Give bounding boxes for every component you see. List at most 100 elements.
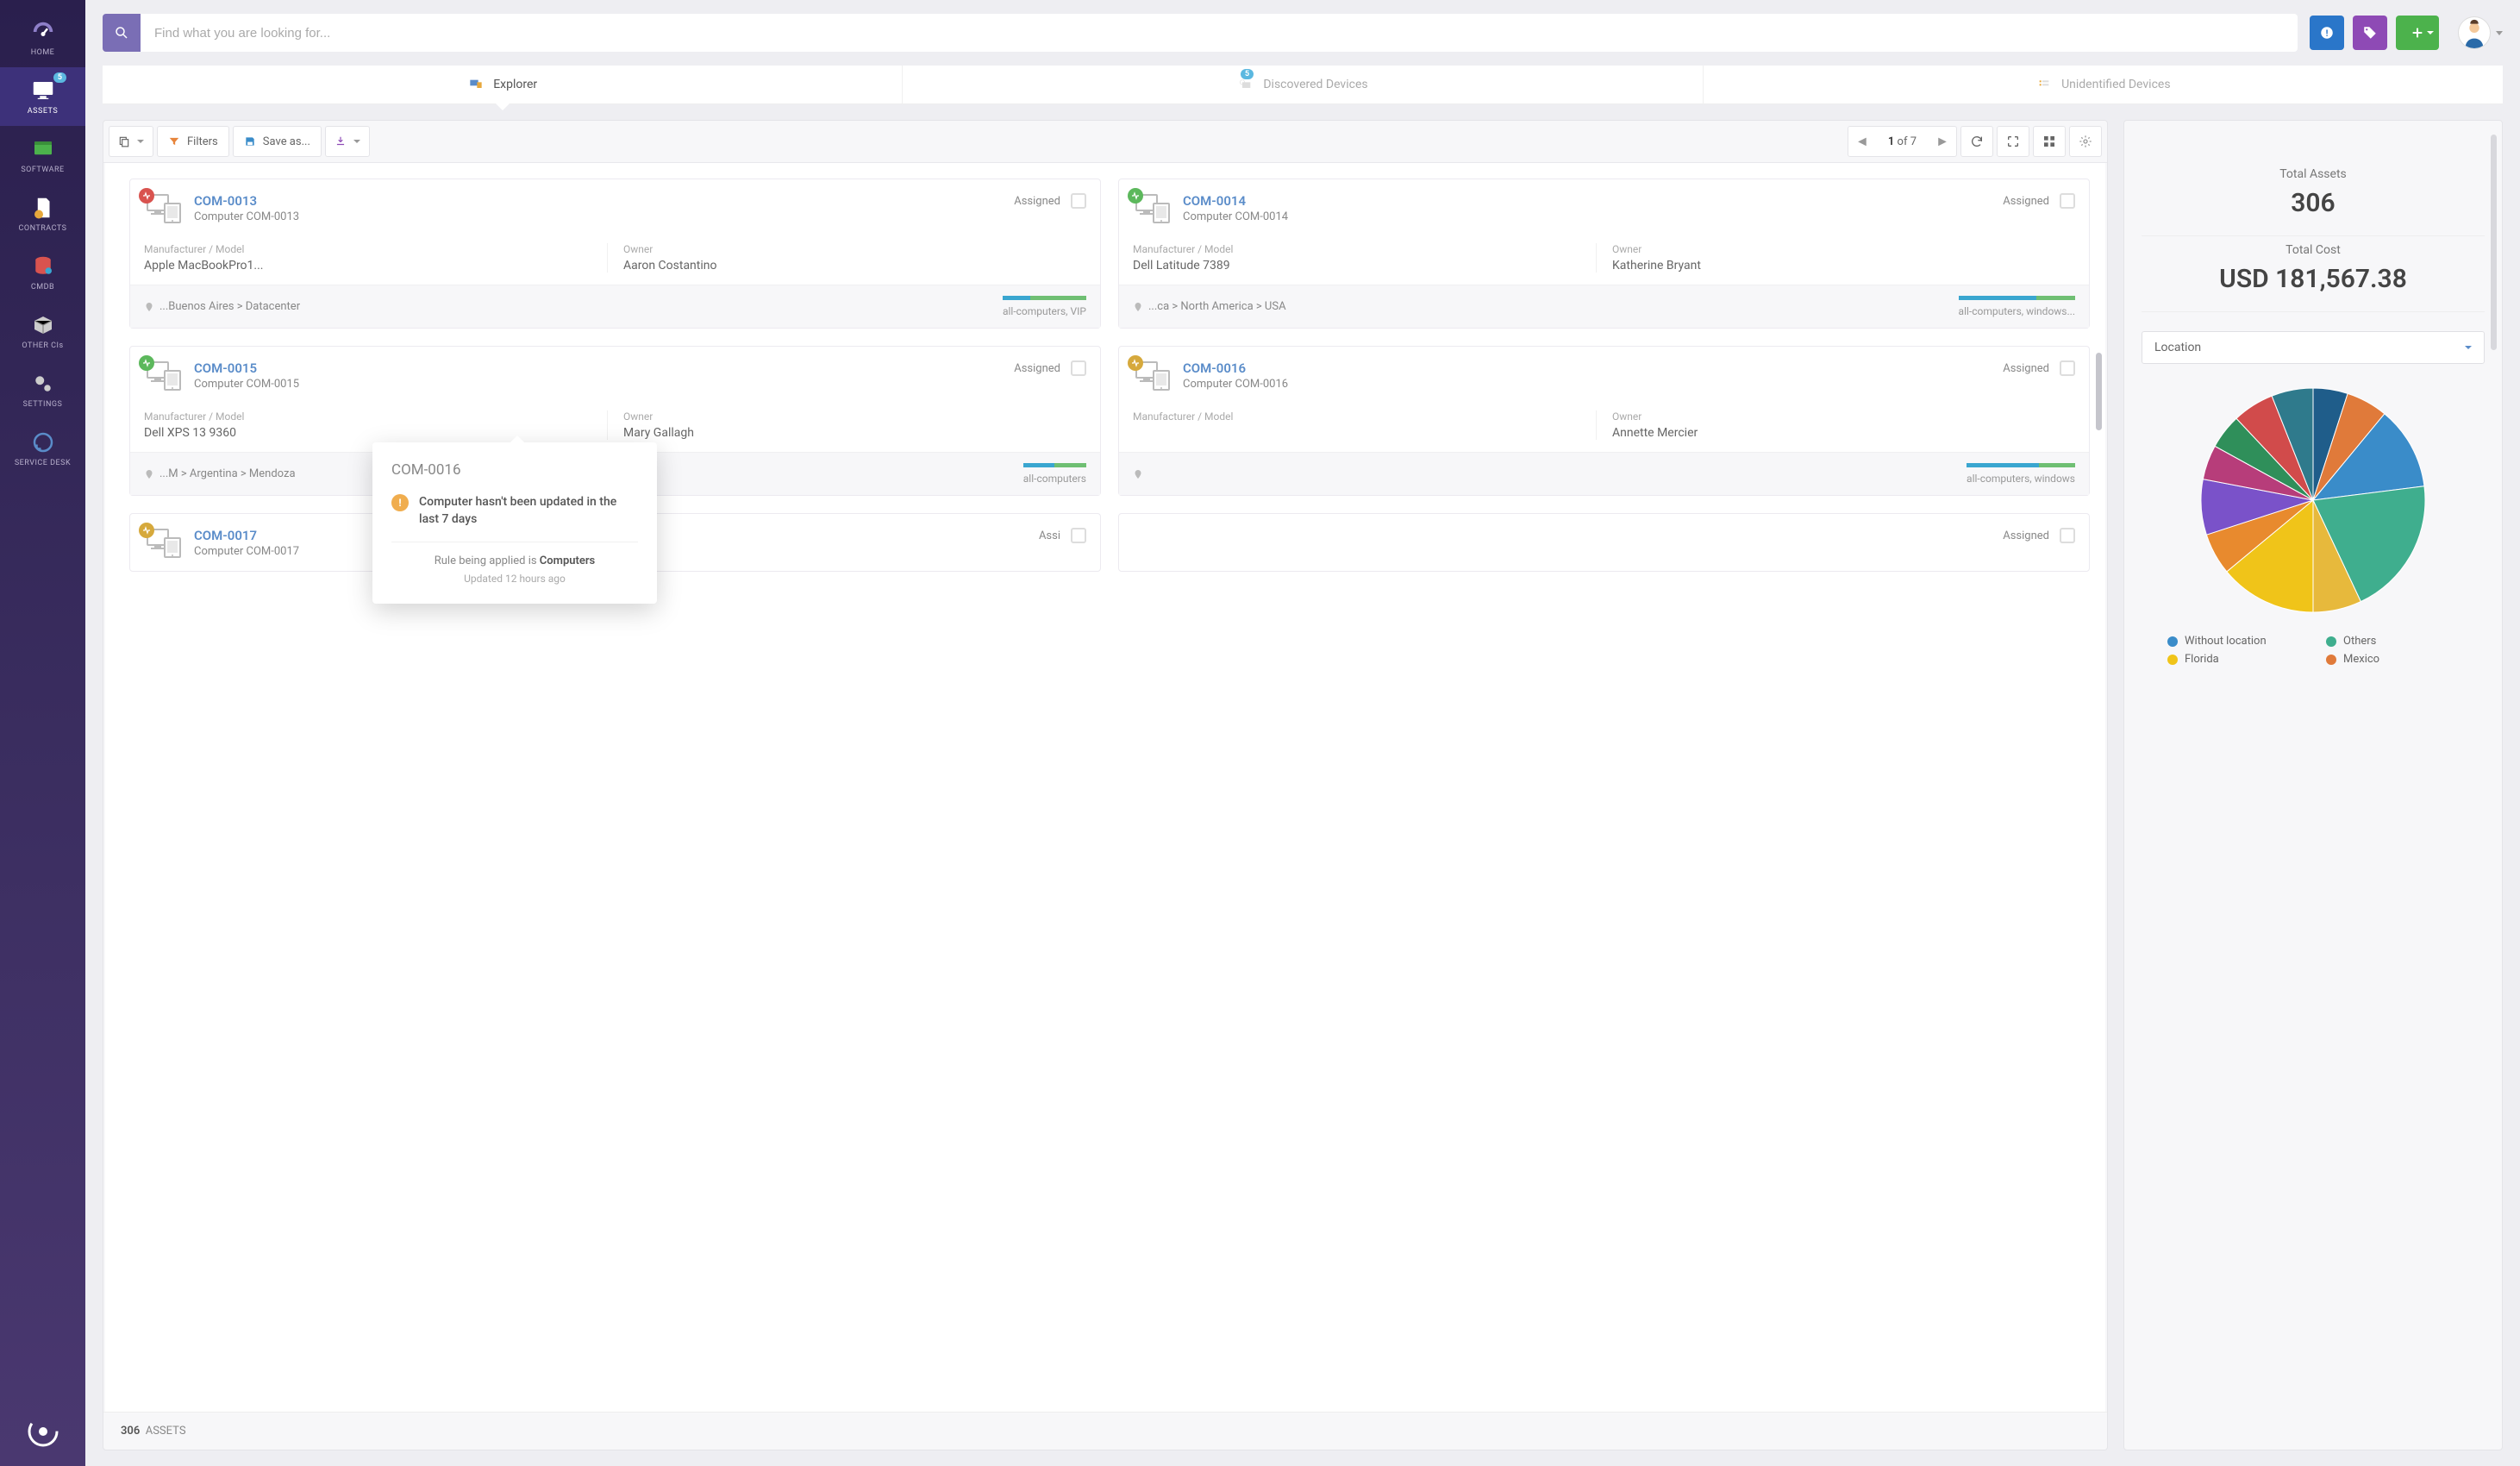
tag-button[interactable] xyxy=(2353,16,2387,50)
select-checkbox[interactable] xyxy=(1071,360,1086,376)
pager-next[interactable]: ► xyxy=(1929,133,1956,150)
computer-icon xyxy=(144,528,182,561)
asset-tags: all-computers, VIP xyxy=(1003,305,1086,317)
location-select[interactable]: Location xyxy=(2142,331,2485,364)
chevron-down-icon xyxy=(2496,31,2503,35)
asset-name: Computer COM-0016 xyxy=(1183,378,1288,391)
sidebar-item-settings[interactable]: SETTINGS xyxy=(0,360,85,419)
asset-name: Computer COM-0014 xyxy=(1183,210,1288,223)
tab-unidentified[interactable]: Unidentified Devices xyxy=(1704,66,2503,103)
sidebar-item-other-cis[interactable]: OTHER CIs xyxy=(0,302,85,360)
sidebar-item-service-desk[interactable]: SERVICE DESK xyxy=(0,419,85,478)
search-icon xyxy=(114,25,129,41)
devices-icon xyxy=(467,78,485,91)
asset-owner: Katherine Bryant xyxy=(1612,259,2075,273)
grid-icon xyxy=(2042,135,2056,148)
settings-button[interactable] xyxy=(2069,126,2102,157)
asset-code[interactable]: COM-0013 xyxy=(194,193,299,209)
select-checkbox[interactable] xyxy=(2060,528,2075,543)
legend-item[interactable]: Others xyxy=(2326,635,2459,648)
list-icon xyxy=(2035,78,2053,91)
asset-tags: all-computers, windows xyxy=(1967,473,2075,485)
radar-icon xyxy=(1237,78,1254,91)
plus-icon xyxy=(2411,26,2424,40)
add-button[interactable] xyxy=(2396,16,2439,50)
health-dot-icon xyxy=(139,523,154,538)
filters-button[interactable]: Filters xyxy=(157,126,229,157)
fullscreen-button[interactable] xyxy=(1997,126,2029,157)
pie-legend: Without location Others Florida Mexico xyxy=(2142,635,2485,666)
sidebar-item-assets[interactable]: 5 ASSETS xyxy=(0,67,85,126)
explorer-panel: Filters Save as... ◄ 1 of 7 ► COM-001 xyxy=(103,120,2108,1450)
toolbar: Filters Save as... ◄ 1 of 7 ► xyxy=(103,121,2107,163)
sidebar-item-home[interactable]: HOME xyxy=(0,9,85,67)
asset-status: Assigned xyxy=(2003,195,2049,208)
select-checkbox[interactable] xyxy=(1071,528,1086,543)
cards-area: COM-0013Computer COM-0013AssignedManufac… xyxy=(105,163,2105,1412)
asset-code[interactable]: COM-0017 xyxy=(194,528,299,543)
pie-chart xyxy=(2142,379,2485,621)
legend-dot xyxy=(2326,636,2336,647)
popover-rule: Rule being applied is Computers xyxy=(391,554,638,567)
pin-icon xyxy=(144,301,154,313)
asset-tags: all-computers, windows... xyxy=(1959,305,2075,317)
save-as-button[interactable]: Save as... xyxy=(233,126,322,157)
save-icon xyxy=(244,135,256,147)
health-dot-icon xyxy=(139,188,154,204)
pin-icon xyxy=(1133,301,1143,313)
refresh-button[interactable] xyxy=(1960,126,1993,157)
select-checkbox[interactable] xyxy=(2060,360,2075,376)
select-checkbox[interactable] xyxy=(2060,193,2075,209)
asset-code[interactable]: COM-0016 xyxy=(1183,360,1288,376)
topbar: ! xyxy=(85,0,2520,66)
sidebar-item-software[interactable]: SOFTWARE xyxy=(0,126,85,185)
tab-label: Explorer xyxy=(493,78,537,91)
sidebar: HOME 5 ASSETS SOFTWARE CONTRACTS CMDB OT… xyxy=(0,0,85,1466)
monitor-icon xyxy=(30,78,56,103)
total-cost-value: USD 181,567.38 xyxy=(2142,264,2485,294)
legend-item[interactable]: Without location xyxy=(2167,635,2300,648)
tab-discovered[interactable]: 5 Discovered Devices xyxy=(903,66,1703,103)
asset-status: Assigned xyxy=(1014,362,1060,375)
computer-icon xyxy=(144,193,182,226)
asset-card: Assigned xyxy=(1118,513,2090,572)
discovered-badge: 5 xyxy=(1241,69,1254,79)
asset-card: COM-0014Computer COM-0014AssignedManufac… xyxy=(1118,179,2090,329)
popover-updated: Updated 12 hours ago xyxy=(391,573,638,585)
pager: ◄ 1 of 7 ► xyxy=(1848,126,1957,157)
tab-explorer[interactable]: Explorer xyxy=(103,66,903,103)
asset-name: Computer COM-0017 xyxy=(194,545,299,558)
asset-owner: Mary Gallagh xyxy=(623,426,1086,440)
svg-text:!: ! xyxy=(2326,28,2329,39)
pager-prev[interactable]: ◄ xyxy=(1848,133,1876,150)
legend-dot xyxy=(2326,655,2336,665)
total-cost-label: Total Cost xyxy=(2142,243,2485,257)
pin-icon xyxy=(1133,468,1143,480)
tabs: Explorer 5 Discovered Devices Unidentifi… xyxy=(103,66,2503,104)
sidebar-item-cmdb[interactable]: CMDB xyxy=(0,243,85,302)
total-assets-value: 306 xyxy=(2142,188,2485,218)
search-input[interactable] xyxy=(141,14,2298,52)
expand-icon xyxy=(2006,135,2020,148)
export-menu[interactable] xyxy=(325,126,370,157)
headset-icon xyxy=(30,429,56,455)
scrollbar-thumb[interactable] xyxy=(2491,135,2497,350)
stats-panel: Total Assets 306 Total Cost USD 181,567.… xyxy=(2123,120,2503,1450)
view-grid-button[interactable] xyxy=(2033,126,2066,157)
info-button[interactable]: ! xyxy=(2310,16,2344,50)
search-button[interactable] xyxy=(103,14,141,52)
sidebar-item-contracts[interactable]: CONTRACTS xyxy=(0,185,85,243)
total-assets-label: Total Assets xyxy=(2142,167,2485,181)
columns-menu[interactable] xyxy=(109,126,153,157)
download-icon xyxy=(335,135,347,147)
popover-title: COM-0016 xyxy=(391,461,638,479)
asset-location: ...Buenos Aires > Datacenter xyxy=(144,300,996,313)
legend-item[interactable]: Mexico xyxy=(2326,653,2459,666)
popover-alert: Computer hasn't been updated in the last… xyxy=(419,494,638,528)
asset-code[interactable]: COM-0014 xyxy=(1183,193,1288,209)
select-checkbox[interactable] xyxy=(1071,193,1086,209)
scrollbar-thumb[interactable] xyxy=(2096,353,2102,430)
legend-item[interactable]: Florida xyxy=(2167,653,2300,666)
asset-code[interactable]: COM-0015 xyxy=(194,360,299,376)
user-menu[interactable] xyxy=(2458,16,2503,49)
